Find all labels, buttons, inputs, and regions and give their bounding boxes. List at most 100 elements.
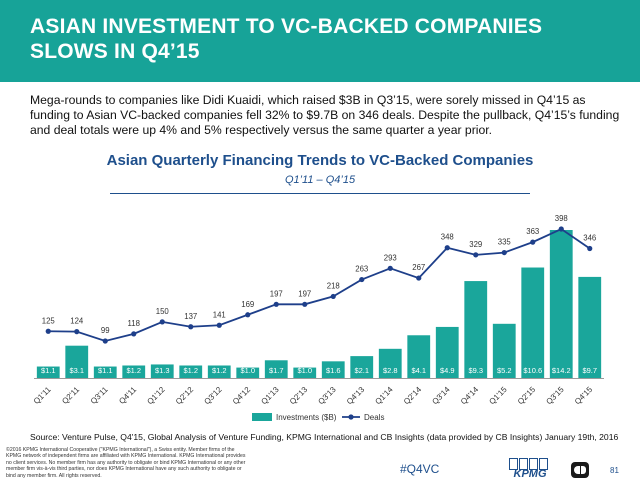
- kpmg-logo: KPMG: [505, 457, 555, 483]
- x-tick-label-14: Q3'14: [430, 385, 452, 407]
- bar-label-1: $3.1: [69, 366, 84, 375]
- bar-label-18: $14.2: [552, 366, 571, 375]
- bar-3: [122, 365, 146, 378]
- deals-label-19: 346: [583, 233, 596, 242]
- deals-line: [48, 227, 591, 342]
- bar-label-15: $9.3: [468, 366, 483, 375]
- bar-label-7: $1.0: [240, 366, 255, 375]
- bar-10: [321, 361, 345, 378]
- bar-8: [264, 360, 288, 378]
- legend-marker-deals: [348, 414, 354, 420]
- bar-15: [464, 281, 488, 378]
- source-note: Source: Venture Pulse, Q4'15, Global Ana…: [30, 432, 619, 442]
- kpmg-logo-boxes: [509, 457, 549, 470]
- deals-point-13: [416, 275, 422, 281]
- bar-1: [65, 345, 89, 378]
- x-tick-label-18: Q3'15: [544, 385, 566, 407]
- title-divider: [110, 193, 530, 194]
- x-tick-label-7: Q4'12: [231, 385, 253, 407]
- page-number: 81: [610, 466, 619, 475]
- bar-label-19: $9.7: [582, 366, 597, 375]
- deals-label-4: 150: [156, 307, 170, 316]
- deals-label-6: 141: [213, 310, 226, 319]
- deals-label-11: 263: [355, 265, 368, 274]
- bar-label-0: $1.1: [41, 366, 56, 375]
- x-tick-label-0: Q1'11: [32, 385, 53, 406]
- bar-14: [435, 326, 459, 378]
- deals-label-18: 398: [555, 214, 568, 223]
- deals-label-7: 169: [241, 300, 254, 309]
- bar-label-16: $5.2: [497, 366, 512, 375]
- bar-label-13: $4.1: [411, 366, 426, 375]
- deals-point-19: [587, 245, 593, 252]
- deals-point-16: [501, 249, 507, 256]
- bar-label-4: $1.3: [155, 366, 170, 375]
- legal-disclaimer: ©2016 KPMG International Cooperative ("K…: [6, 447, 246, 479]
- x-tick-label-17: Q2'15: [516, 385, 538, 407]
- deals-label-2: 99: [101, 326, 110, 335]
- deals-point-12: [387, 265, 393, 271]
- deals-label-12: 293: [384, 253, 397, 262]
- deals-label-5: 137: [184, 312, 197, 321]
- bar-label-14: $4.9: [440, 366, 455, 375]
- chart-subtitle: Q1’11 – Q4’15: [284, 174, 356, 186]
- deals-point-7: [245, 312, 251, 318]
- deals-point-10: [330, 293, 336, 300]
- deals-label-14: 348: [441, 233, 454, 242]
- legend-label-deals: Deals: [364, 413, 384, 422]
- bar-17: [521, 267, 545, 378]
- deals-label-15: 329: [469, 240, 482, 249]
- deals-point-18: [558, 226, 564, 232]
- bar-7: [236, 367, 260, 378]
- hashtag: #Q4VC: [400, 462, 440, 476]
- deals-label-3: 118: [128, 319, 140, 328]
- bar-12: [378, 348, 402, 378]
- bar-11: [350, 356, 374, 378]
- bar-19: [578, 276, 602, 378]
- bar-label-5: $1.2: [183, 366, 198, 375]
- x-tick-label-15: Q4'14: [459, 385, 481, 407]
- deals-label-16: 335: [498, 238, 512, 247]
- deals-point-5: [188, 324, 194, 330]
- financing-chart: $1.1 Q1'11 $3.1 Q2'11 $1.1 Q3'11 $1.2 Q4'11 $1.3…: [32, 214, 604, 422]
- deals-point-4: [159, 319, 165, 325]
- deals-point-1: [74, 329, 80, 335]
- bar-0: [36, 366, 60, 378]
- legend-swatch-investments: [252, 413, 272, 421]
- x-tick-label-13: Q2'14: [402, 385, 424, 407]
- x-tick-label-9: Q2'13: [288, 385, 310, 407]
- deals-point-15: [473, 252, 479, 258]
- bar-label-12: $2.8: [383, 366, 398, 375]
- x-tick-label-1: Q2'11: [60, 385, 81, 406]
- deals-label-0: 125: [42, 316, 56, 325]
- bar-13: [407, 335, 431, 378]
- bar-9: [293, 367, 317, 378]
- bar-18: [549, 230, 573, 378]
- x-tick-label-16: Q1'15: [487, 385, 509, 407]
- bar-label-8: $1.7: [269, 366, 284, 375]
- x-tick-label-4: Q1'12: [145, 385, 167, 407]
- bar-2: [93, 366, 117, 378]
- bar-16: [492, 323, 516, 378]
- header-banner: ASIAN INVESTMENT TO VC-BACKED COMPANIES …: [0, 0, 640, 82]
- bar-6: [207, 365, 231, 378]
- bar-label-9: $1.0: [297, 366, 312, 375]
- deals-point-0: [45, 328, 51, 334]
- x-tick-label-2: Q3'11: [89, 385, 110, 406]
- legend-label-investments: Investments ($B): [276, 413, 337, 422]
- bar-label-10: $1.6: [326, 366, 341, 375]
- x-tick-label-8: Q1'13: [259, 385, 281, 407]
- chart-title: Asian Quarterly Financing Trends to VC-B…: [106, 152, 534, 169]
- x-tick-label-11: Q4'13: [345, 385, 367, 407]
- deals-label-17: 363: [526, 227, 539, 236]
- deals-point-14: [444, 245, 450, 251]
- bar-label-17: $10.6: [523, 366, 542, 375]
- deals-point-8: [273, 301, 279, 307]
- deals-point-3: [131, 331, 137, 337]
- deals-point-9: [302, 301, 308, 307]
- bar-label-2: $1.1: [98, 366, 113, 375]
- deals-point-17: [530, 239, 536, 245]
- deals-point-11: [359, 276, 365, 283]
- deals-point-6: [216, 322, 222, 328]
- x-tick-label-10: Q3'13: [316, 385, 338, 407]
